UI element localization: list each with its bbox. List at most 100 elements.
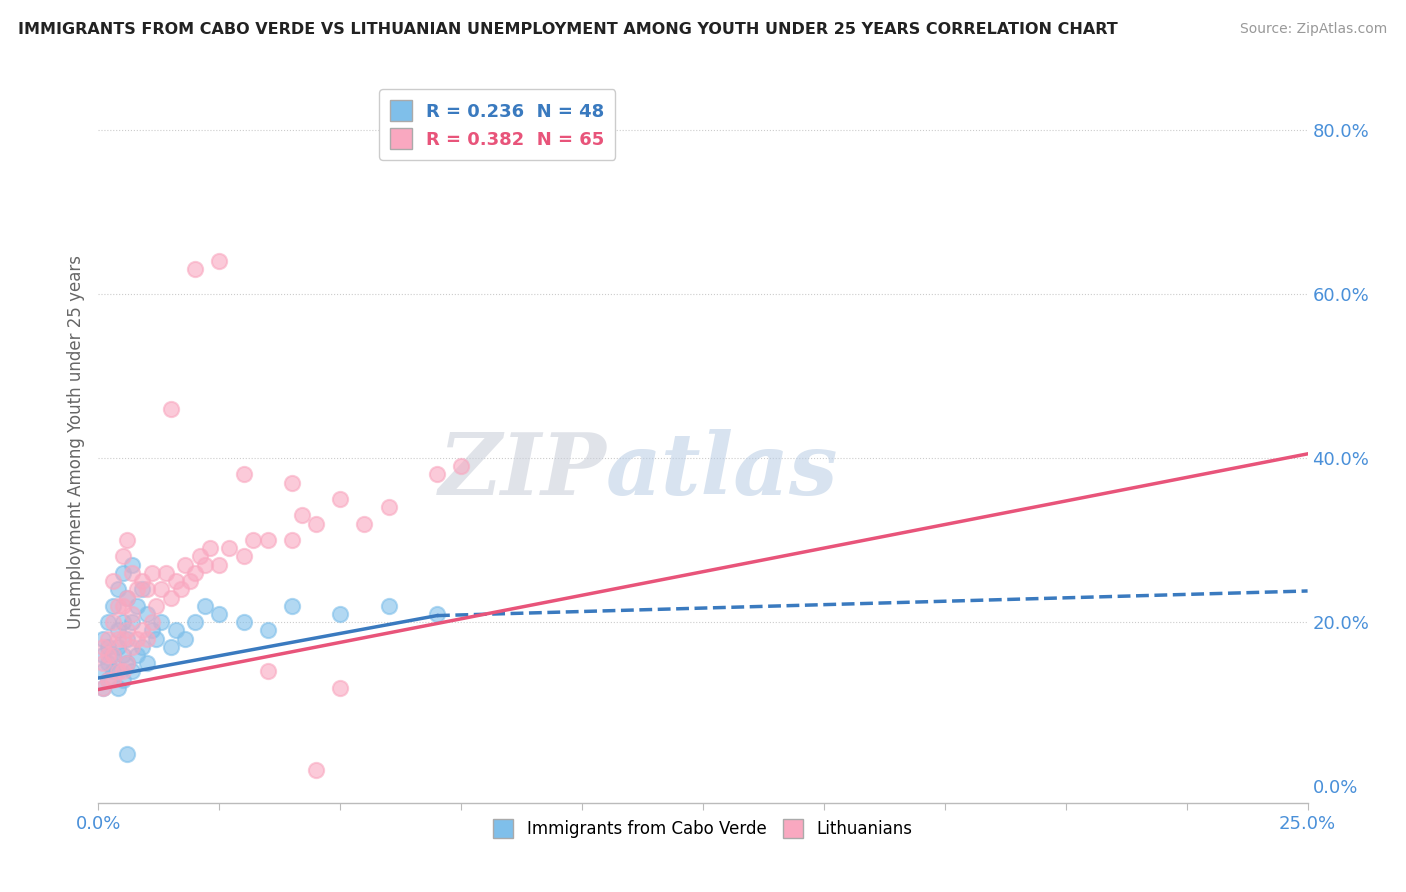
Point: [127, 648, 149, 662]
Point: [232, 549, 254, 564]
Point: [135, 657, 157, 671]
Point: [184, 566, 207, 580]
Point: [174, 632, 197, 646]
Point: [107, 632, 129, 646]
Point: [111, 549, 134, 564]
Point: [160, 401, 183, 416]
Point: [155, 566, 177, 580]
Point: [141, 624, 163, 638]
Point: [194, 599, 217, 613]
Point: [127, 599, 149, 613]
Point: [101, 648, 124, 662]
Point: [121, 665, 143, 679]
Point: [107, 624, 129, 638]
Point: [218, 541, 240, 556]
Point: [281, 533, 304, 547]
Point: [150, 582, 173, 597]
Point: [127, 582, 149, 597]
Point: [111, 632, 134, 646]
Point: [194, 558, 217, 572]
Point: [111, 566, 134, 580]
Point: [117, 533, 139, 547]
Point: [188, 549, 211, 564]
Point: [329, 607, 352, 621]
Point: [91, 648, 114, 662]
Point: [135, 632, 157, 646]
Point: [107, 640, 129, 654]
Point: [117, 591, 139, 605]
Point: [121, 566, 143, 580]
Point: [131, 640, 153, 654]
Point: [107, 665, 129, 679]
Point: [111, 599, 134, 613]
Point: [121, 607, 143, 621]
Point: [101, 673, 124, 687]
Point: [121, 640, 143, 654]
Point: [91, 681, 114, 695]
Point: [101, 648, 124, 662]
Point: [281, 475, 304, 490]
Point: [165, 574, 187, 588]
Point: [256, 665, 278, 679]
Point: [97, 615, 120, 630]
Point: [97, 673, 120, 687]
Point: [377, 500, 399, 515]
Point: [131, 582, 153, 597]
Point: [117, 657, 139, 671]
Text: atlas: atlas: [606, 429, 839, 512]
Point: [117, 624, 139, 638]
Point: [232, 467, 254, 482]
Point: [135, 582, 157, 597]
Point: [242, 533, 264, 547]
Point: [101, 615, 124, 630]
Point: [91, 681, 114, 695]
Point: [97, 657, 120, 671]
Point: [127, 632, 149, 646]
Point: [135, 607, 157, 621]
Point: [101, 665, 124, 679]
Point: [117, 747, 139, 761]
Text: IMMIGRANTS FROM CABO VERDE VS LITHUANIAN UNEMPLOYMENT AMONG YOUTH UNDER 25 YEARS: IMMIGRANTS FROM CABO VERDE VS LITHUANIAN…: [18, 22, 1118, 37]
Point: [426, 467, 449, 482]
Point: [111, 648, 134, 662]
Point: [121, 558, 143, 572]
Text: Source: ZipAtlas.com: Source: ZipAtlas.com: [1240, 22, 1388, 37]
Point: [145, 599, 167, 613]
Text: ZIP: ZIP: [439, 429, 606, 512]
Point: [107, 665, 129, 679]
Point: [111, 615, 134, 630]
Point: [208, 253, 231, 268]
Point: [145, 632, 167, 646]
Point: [141, 566, 163, 580]
Point: [305, 516, 328, 531]
Point: [117, 657, 139, 671]
Point: [131, 624, 153, 638]
Point: [107, 681, 129, 695]
Point: [91, 632, 114, 646]
Point: [329, 491, 352, 506]
Point: [141, 615, 163, 630]
Point: [101, 574, 124, 588]
Point: [97, 632, 120, 646]
Point: [160, 640, 183, 654]
Point: [353, 516, 375, 531]
Point: [97, 640, 120, 654]
Point: [450, 459, 472, 474]
Point: [305, 763, 328, 777]
Point: [150, 615, 173, 630]
Point: [169, 582, 191, 597]
Point: [111, 665, 134, 679]
Y-axis label: Unemployment Among Youth under 25 years: Unemployment Among Youth under 25 years: [66, 254, 84, 629]
Point: [165, 624, 187, 638]
Point: [117, 591, 139, 605]
Point: [208, 558, 231, 572]
Point: [426, 607, 449, 621]
Point: [184, 615, 207, 630]
Point: [117, 632, 139, 646]
Point: [329, 681, 352, 695]
Point: [281, 599, 304, 613]
Point: [377, 599, 399, 613]
Point: [107, 582, 129, 597]
Point: [174, 558, 197, 572]
Point: [101, 599, 124, 613]
